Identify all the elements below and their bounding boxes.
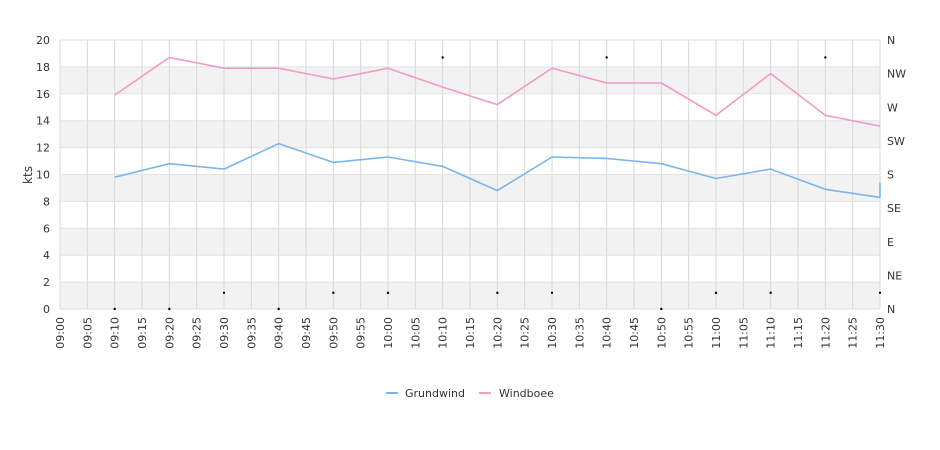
y-tick-label: 20 [36, 34, 50, 47]
x-axis-ticks: 09:00 09:05 09:10 09:15 09:20 09:25 09:30 09:35… [54, 317, 887, 349]
y2-tick-label: E [887, 236, 894, 249]
series-lines [114, 56, 881, 199]
direction-marker [441, 56, 444, 59]
y-tick-label: 16 [36, 88, 50, 101]
x-tick-label: 10:05 [409, 317, 422, 349]
direction-marker [386, 291, 390, 295]
x-tick-label: 11:00 [710, 317, 723, 349]
legend-item-windboee[interactable]: Windboee [479, 387, 554, 400]
x-tick-label: 10:00 [382, 317, 395, 349]
y2-tick-label: NW [887, 68, 906, 81]
x-tick-label: 11:05 [737, 317, 750, 349]
y2-tick-label: N [887, 34, 895, 47]
direction-marker [878, 291, 882, 295]
y-axis-ticks: 0 2 4 6 8 10 12 14 16 18 20 [36, 34, 50, 316]
y-axis-label: kts [21, 166, 35, 184]
direction-marker [605, 56, 608, 59]
x-tick-label: 10:25 [519, 317, 532, 349]
y-tick-label: 0 [43, 303, 50, 316]
legend: Grundwind Windboee [386, 387, 554, 400]
y2-tick-label: NE [887, 269, 902, 282]
x-tick-label: 09:05 [81, 317, 94, 349]
direction-marker [550, 291, 554, 295]
y2-axis-ticks: N NE E SE S SW W NW N [887, 34, 906, 316]
x-tick-label: 09:25 [191, 317, 204, 349]
x-tick-label: 10:55 [683, 317, 696, 349]
x-tick-label: 09:30 [218, 317, 231, 349]
x-tick-label: 09:50 [327, 317, 340, 349]
series-line-grundwind [114, 142, 881, 199]
direction-marker [660, 307, 663, 311]
legend-label-windboee: Windboee [499, 387, 554, 400]
x-tick-label: 11:25 [847, 317, 860, 349]
x-tick-label: 11:10 [765, 317, 778, 349]
legend-label-grundwind: Grundwind [405, 387, 465, 400]
legend-item-grundwind[interactable]: Grundwind [386, 387, 465, 400]
x-tick-label: 10:40 [601, 317, 614, 349]
direction-marker [113, 307, 116, 311]
x-tick-label: 09:20 [163, 317, 176, 349]
x-tick-label: 11:20 [819, 317, 832, 349]
x-tick-label: 09:40 [273, 317, 286, 349]
direction-marker [222, 291, 226, 295]
y-tick-label: 4 [43, 249, 50, 262]
y2-tick-label: SW [887, 135, 905, 148]
direction-markers [113, 56, 882, 311]
x-tick-label: 09:00 [54, 317, 67, 349]
x-tick-label: 10:50 [655, 317, 668, 349]
direction-marker [496, 291, 499, 295]
horizontal-grid [60, 39, 880, 310]
x-tick-label: 10:30 [546, 317, 559, 349]
x-tick-label: 10:15 [464, 317, 477, 349]
x-tick-label: 10:10 [437, 317, 450, 349]
y-tick-label: 12 [36, 142, 50, 155]
y2-tick-label: W [887, 101, 898, 114]
direction-marker [277, 307, 280, 311]
y2-tick-label: S [887, 169, 894, 182]
x-tick-label: 10:45 [628, 317, 641, 349]
x-tick-label: 09:45 [300, 317, 313, 349]
direction-marker [168, 307, 171, 311]
x-tick-label: 11:30 [874, 317, 887, 349]
direction-marker [769, 291, 772, 295]
x-tick-label: 10:35 [573, 317, 586, 349]
y-tick-label: 6 [43, 222, 50, 235]
y-tick-label: 10 [36, 169, 50, 182]
direction-marker [714, 291, 718, 295]
x-tick-label: 10:20 [491, 317, 504, 349]
x-tick-label: 11:15 [792, 317, 805, 349]
direction-marker [332, 291, 335, 295]
y-tick-label: 14 [36, 115, 50, 128]
direction-marker [824, 56, 827, 59]
x-tick-label: 09:10 [109, 317, 122, 349]
y-tick-label: 18 [36, 61, 50, 74]
series-line-windboee [114, 56, 881, 127]
y2-tick-label: N [887, 303, 895, 316]
x-tick-label: 09:55 [355, 317, 368, 349]
x-tick-label: 09:35 [245, 317, 258, 349]
x-tick-label: 09:15 [136, 317, 149, 349]
y2-tick-label: SE [887, 202, 901, 215]
y-tick-label: 8 [43, 195, 50, 208]
y-tick-label: 2 [43, 276, 50, 289]
